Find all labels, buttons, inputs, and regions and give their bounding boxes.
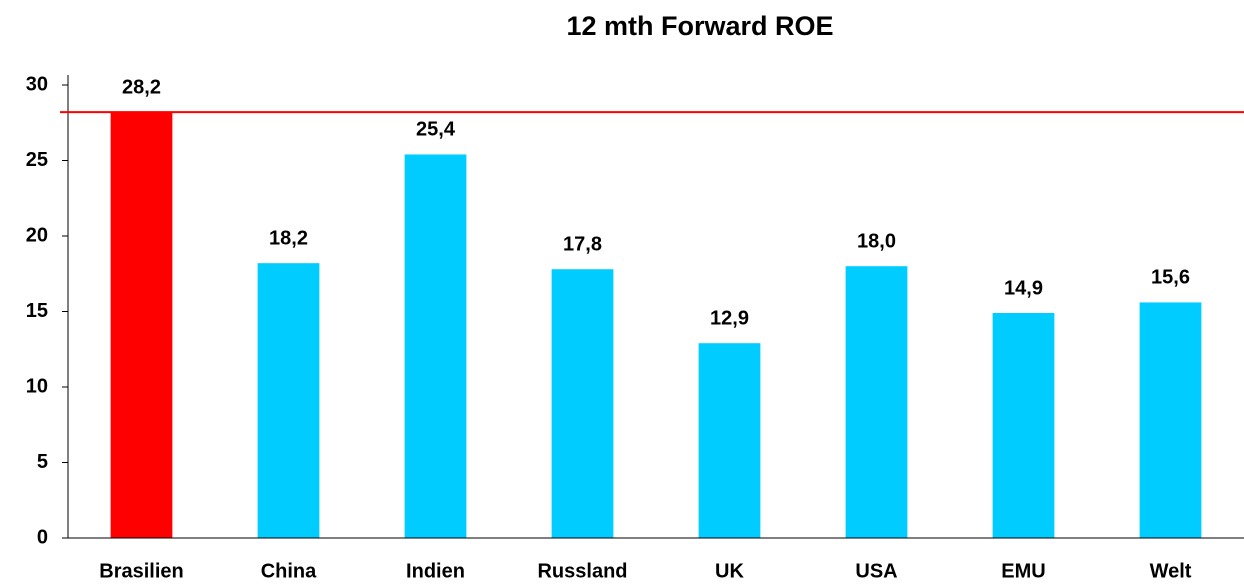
bar — [257, 263, 320, 538]
y-tick-label: 15 — [26, 300, 48, 322]
y-tick-label: 0 — [37, 526, 48, 548]
bar — [992, 313, 1055, 538]
y-tick-label: 10 — [26, 375, 48, 397]
bar — [404, 154, 467, 538]
x-tick-label: Indien — [406, 560, 465, 582]
y-tick-label: 25 — [26, 149, 48, 171]
value-label: 15,6 — [1151, 267, 1190, 289]
x-tick-label: EMU — [1001, 560, 1045, 582]
value-label: 18,0 — [857, 230, 896, 252]
bar — [845, 266, 908, 538]
bar — [110, 112, 173, 539]
bar — [698, 343, 761, 538]
x-tick-label: Brasilien — [99, 560, 183, 582]
value-label: 17,8 — [563, 234, 602, 256]
value-label: 18,2 — [269, 227, 308, 249]
y-tick-label: 20 — [26, 224, 48, 246]
value-label: 25,4 — [416, 119, 456, 141]
value-label: 12,9 — [710, 307, 749, 329]
y-tick-label: 5 — [37, 451, 48, 473]
bar — [551, 269, 614, 538]
x-tick-label: China — [261, 560, 317, 582]
bar — [1139, 302, 1202, 538]
x-tick-label: USA — [855, 560, 897, 582]
value-label: 14,9 — [1004, 277, 1043, 299]
x-tick-label: Russland — [537, 560, 627, 582]
chart-title: 12 mth Forward ROE — [566, 11, 833, 41]
x-tick-label: Welt — [1150, 560, 1192, 582]
x-tick-label: UK — [715, 560, 744, 582]
y-tick-label: 30 — [26, 73, 48, 95]
value-label: 28,2 — [122, 76, 161, 98]
